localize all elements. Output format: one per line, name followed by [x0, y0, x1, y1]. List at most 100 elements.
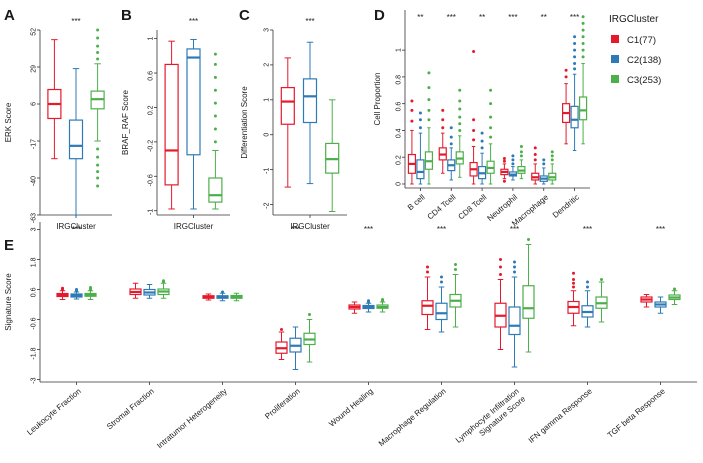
y-tick-label: 0.4 — [396, 128, 403, 138]
outlier-point — [480, 131, 484, 135]
legend-swatch-C2 — [611, 55, 619, 63]
outlier-point — [572, 271, 575, 275]
box-C1 — [407, 99, 417, 185]
y-tick-label: -40 — [31, 176, 38, 186]
x-category-label: Macrophage Regulation — [377, 387, 448, 449]
box-C2 — [581, 280, 594, 328]
outlier-point — [502, 179, 506, 183]
significance-label: *** — [447, 13, 456, 22]
x-category-label-line: CD8 Tcell — [456, 192, 488, 221]
box-C1 — [421, 265, 434, 330]
box-C1 — [500, 157, 509, 183]
outlier-point — [96, 155, 100, 159]
legend-title: IRGCluster — [609, 14, 659, 25]
legend-label-C3: C3(253) — [627, 75, 661, 86]
x-category-label-line: Dendritic — [551, 193, 581, 220]
outlier-point — [458, 128, 462, 132]
y-tick-label: -0.6 — [148, 174, 155, 186]
x-category-label-line: Proliferation — [263, 387, 301, 421]
significance-label: *** — [510, 225, 519, 234]
legend-swatch-C1 — [611, 35, 619, 43]
outlier-point — [308, 313, 311, 316]
outlier-point — [449, 142, 453, 146]
x-category-label: Dendritic — [551, 193, 581, 220]
box-C2 — [539, 158, 548, 185]
y-axis-label: Signature Score — [4, 273, 13, 331]
outlier-point — [418, 111, 422, 115]
box-C1 — [348, 301, 361, 314]
y-tick-label: 0.6 — [148, 71, 155, 81]
box-C3 — [548, 150, 557, 185]
outlier-point — [542, 162, 546, 166]
box-C1 — [164, 40, 179, 210]
outlier-point — [519, 150, 523, 154]
outlier-point — [89, 286, 92, 289]
outlier-point — [410, 108, 414, 112]
box-C1 — [438, 108, 447, 174]
box-C2 — [143, 284, 156, 299]
outlier-point — [454, 263, 457, 266]
outlier-point — [502, 157, 506, 161]
outlier-point — [410, 99, 414, 103]
outlier-point — [489, 88, 493, 92]
outlier-point — [458, 115, 462, 119]
box-iqr — [416, 159, 425, 180]
box-C1 — [280, 57, 295, 188]
outlier-point — [572, 285, 575, 289]
box-C3 — [303, 313, 316, 363]
outlier-point — [600, 278, 603, 281]
outlier-point — [213, 114, 217, 118]
outlier-point — [550, 150, 554, 154]
significance-label: *** — [189, 17, 198, 26]
box-C1 — [469, 49, 478, 185]
outlier-point — [581, 15, 585, 19]
outlier-point — [96, 36, 100, 40]
y-tick-label: 1.8 — [31, 257, 38, 267]
legend-label-C1: C1(77) — [627, 35, 656, 46]
significance-label: ** — [417, 13, 423, 22]
box-iqr — [522, 285, 535, 319]
outlier-point — [489, 126, 493, 130]
y-tick-label: -0.6 — [31, 317, 38, 329]
outlier-point — [573, 41, 577, 45]
y-tick-label: -63 — [31, 213, 38, 223]
significance-label: *** — [71, 17, 80, 26]
x-category-label: Lymphocyte InfiltrationSignature Score — [454, 386, 528, 452]
outlier-point — [440, 280, 443, 284]
x-category-label-line: CD4 Tcell — [426, 192, 458, 221]
box-C3 — [157, 279, 170, 299]
x-category-label: Leukocyte Fraction — [25, 387, 83, 437]
box-C1 — [640, 294, 653, 308]
outlier-point — [96, 147, 100, 151]
outlier-point — [162, 279, 165, 283]
y-tick-label: 0.2 — [148, 105, 155, 115]
box-C3 — [455, 88, 464, 178]
significance-label: *** — [305, 17, 314, 26]
outlier-point — [213, 88, 217, 92]
box-C2 — [302, 41, 318, 185]
outlier-point — [550, 154, 554, 158]
box-C2 — [435, 275, 448, 333]
box-C3 — [376, 298, 389, 313]
outlier-point — [533, 158, 537, 162]
outlier-point — [527, 238, 530, 241]
outlier-point — [96, 163, 100, 167]
x-category-label-line: Leukocyte Fraction — [25, 387, 83, 437]
outlier-point — [280, 328, 283, 331]
x-category-label: Stromal Fraction — [105, 387, 156, 432]
legend: IRGCluster C1(77) C2(138) C3(253) — [609, 14, 661, 86]
outlier-point — [96, 57, 100, 61]
box-C1 — [494, 258, 507, 350]
panel-letter: E — [4, 237, 14, 254]
significance-label: *** — [583, 225, 592, 234]
outlier-point — [573, 55, 577, 59]
box-C2 — [362, 299, 375, 313]
outlier-point — [513, 265, 516, 269]
x-axis-label: IRGCluster — [174, 222, 214, 231]
y-tick-label: 0.6 — [31, 287, 38, 297]
y-tick-label: 29 — [31, 65, 38, 73]
box-C2 — [477, 131, 487, 185]
significance-label: *** — [656, 225, 665, 234]
